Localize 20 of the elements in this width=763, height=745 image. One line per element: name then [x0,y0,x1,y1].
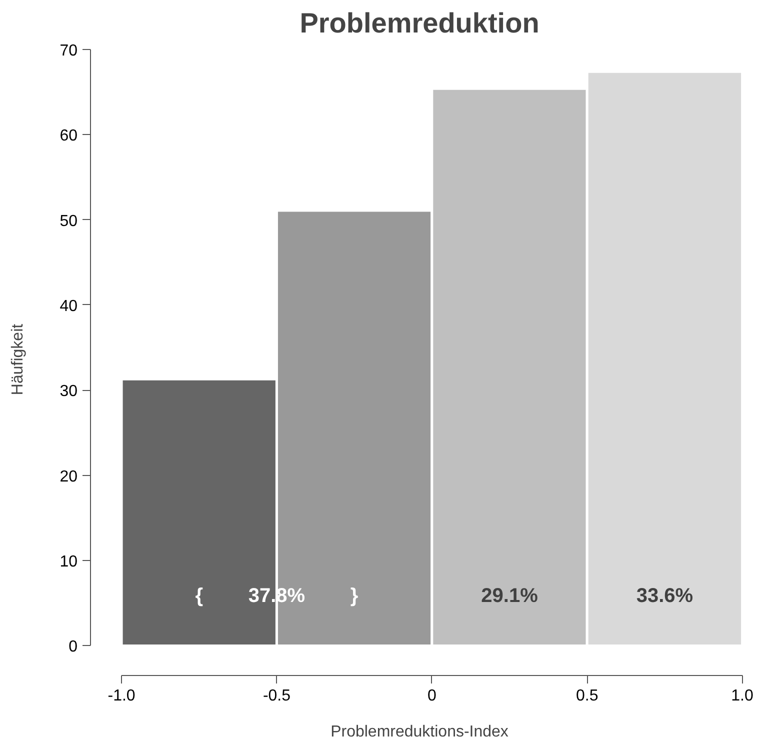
x-tick-label: 0.5 [576,688,598,704]
x-tick-label: 0 [427,688,436,704]
x-axis-title: Problemreduktions-Index [330,724,508,740]
annotation: 33.6% [636,585,694,608]
annotation: { [195,585,204,608]
y-tick-label: 70 [60,42,78,60]
y-tick-label: 10 [60,554,78,571]
x-tick-label: -0.5 [262,688,291,704]
annotation: } [350,585,358,608]
chart-title: Problemreduktion [300,8,540,38]
y-tick-label: 40 [60,298,78,315]
annotation: 29.1% [481,585,538,608]
y-axis-title: Häufigkeit [10,323,27,396]
x-tick-label: 1.0 [731,688,754,704]
y-tick-label: 0 [68,638,78,656]
x-tick-label: -1.0 [108,688,136,704]
y-tick-label: 20 [60,468,78,486]
y-tick-label: 60 [60,128,78,145]
y-tick-label: 30 [60,383,78,400]
y-tick-label: 50 [60,212,78,230]
